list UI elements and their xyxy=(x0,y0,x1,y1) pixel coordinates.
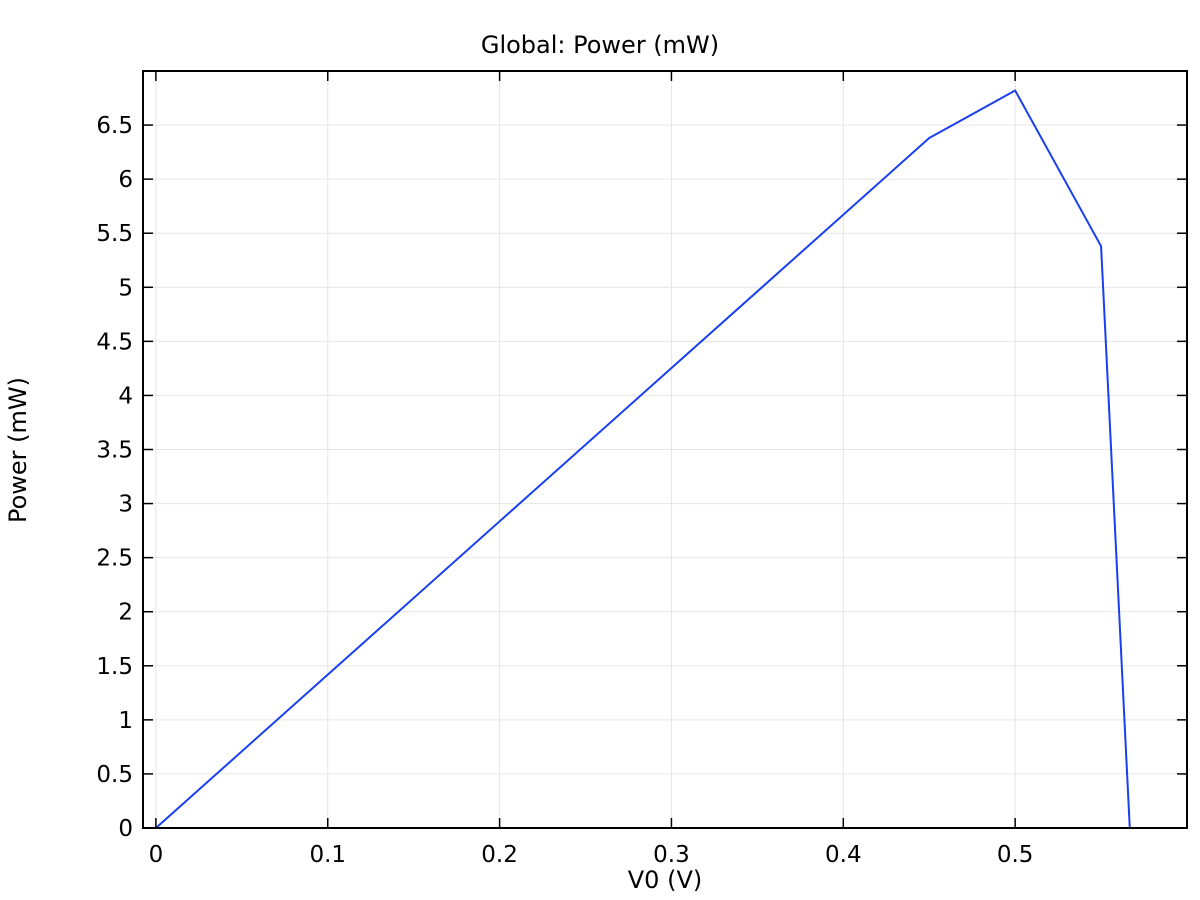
y-tick-label: 3 xyxy=(118,492,133,518)
chart-title: Global: Power (mW) xyxy=(481,31,719,59)
y-tick-label: 5.5 xyxy=(96,221,133,247)
y-tick-label: 6.5 xyxy=(96,113,133,139)
x-tick-label: 0.2 xyxy=(481,842,518,868)
power-series-line xyxy=(155,89,1131,829)
grid xyxy=(143,71,1187,829)
x-tick-label: 0 xyxy=(149,842,164,868)
y-tick-label: 4 xyxy=(118,383,133,409)
y-axis-title: Power (mW) xyxy=(4,377,32,523)
series-layer xyxy=(155,89,1131,829)
y-tick-label: 6 xyxy=(118,167,133,193)
x-tick-label: 0.1 xyxy=(309,842,346,868)
x-tick-label: 0.4 xyxy=(825,842,862,868)
y-tick-label: 2.5 xyxy=(96,546,133,572)
y-tick-label: 1.5 xyxy=(96,654,133,680)
y-tick-label: 0 xyxy=(118,816,133,842)
y-tick-label: 4.5 xyxy=(96,329,133,355)
x-tick-label: 0.3 xyxy=(653,842,690,868)
y-tick-label: 3.5 xyxy=(96,438,133,464)
x-tick-label: 0.5 xyxy=(997,842,1034,868)
x-axis-title: V0 (V) xyxy=(628,866,702,894)
y-tick-label: 2 xyxy=(118,600,133,626)
y-tick-label: 5 xyxy=(118,275,133,301)
ticks: 0 0.1 0.2 0.3 0.4 0.5 0 0.5 1 1.5 2 2.5 3 3.5 4 4.5 5 5.5… xyxy=(96,71,1187,868)
y-tick-label: 0.5 xyxy=(96,762,133,788)
y-tick-label: 1 xyxy=(118,708,133,734)
